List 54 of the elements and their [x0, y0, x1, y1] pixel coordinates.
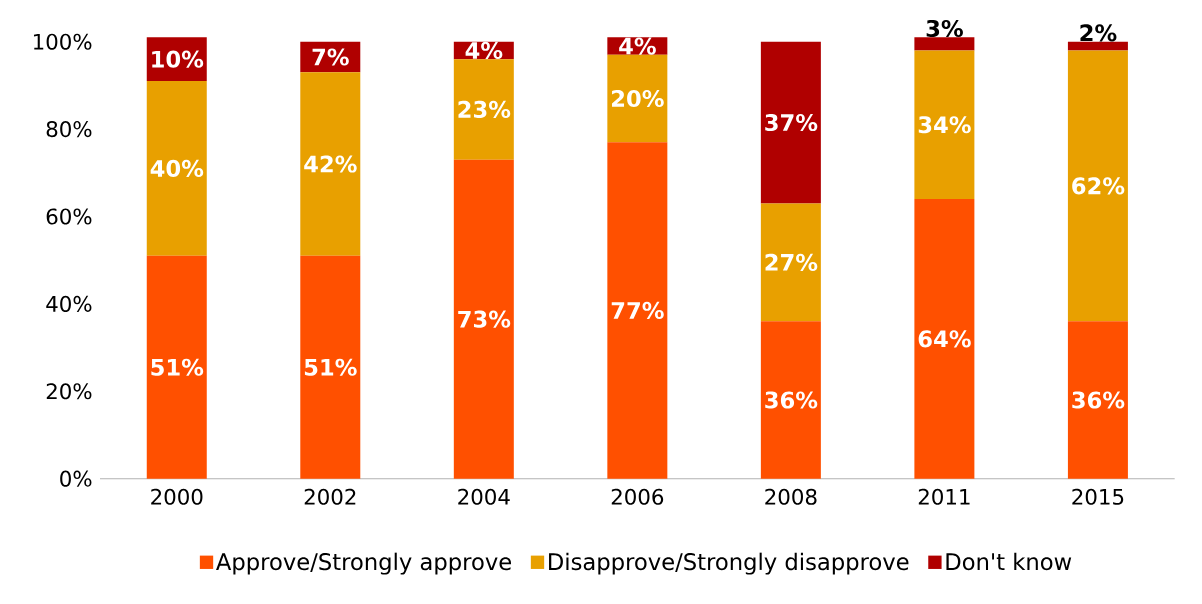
data-label: 37%	[765, 113, 818, 132]
data-label: 20%	[612, 89, 664, 108]
bar	[146, 255, 207, 479]
x-tick-label: 2002	[304, 488, 356, 505]
y-tick-label: 20%	[46, 383, 92, 400]
bar	[607, 54, 668, 143]
bar	[760, 321, 821, 479]
data-label: 42%	[304, 155, 357, 173]
y-tick-label: 80%	[46, 121, 92, 138]
bar	[607, 142, 668, 479]
data-label: 51%	[151, 358, 204, 376]
data-label: 4%	[619, 37, 656, 55]
data-label: 23%	[458, 100, 511, 118]
bar	[453, 59, 514, 160]
data-label: 34%	[918, 116, 971, 134]
x-tick-label: 2004	[458, 488, 510, 505]
legend-label: Don't know	[946, 552, 1072, 571]
bar	[914, 37, 975, 51]
data-label: 36%	[765, 391, 818, 409]
data-label: 51%	[304, 358, 357, 376]
data-label: 3%	[926, 19, 963, 38]
data-label: 7%	[312, 48, 349, 66]
bar	[1067, 41, 1128, 51]
y-tick-label: 100%	[33, 33, 92, 50]
legend-label: Disapprove/Strongly disapprove	[549, 552, 909, 575]
bar	[300, 72, 361, 256]
bar	[760, 203, 821, 322]
data-label: 2%	[1080, 24, 1117, 42]
x-tick-label: 2011	[918, 488, 970, 505]
y-tick-label: 60%	[46, 208, 92, 225]
bar	[914, 50, 975, 200]
bar	[453, 159, 514, 479]
bar	[300, 255, 361, 479]
data-label: 73%	[458, 310, 511, 328]
data-label: 36%	[1072, 391, 1125, 409]
x-tick-label: 2006	[611, 488, 664, 505]
bar	[1067, 50, 1128, 322]
legend-label: Approve/Strongly approve	[216, 552, 512, 575]
data-label: 77%	[611, 301, 664, 319]
y-tick-label: 0%	[60, 470, 92, 487]
bar	[760, 41, 821, 204]
data-label: 4%	[465, 41, 503, 59]
data-label: 10%	[152, 50, 204, 68]
bar	[914, 199, 975, 479]
bar	[146, 81, 207, 256]
data-label: 64%	[918, 330, 971, 348]
data-label: 27%	[765, 253, 818, 271]
data-label: 62%	[1072, 177, 1125, 195]
y-tick-label: 40%	[46, 295, 92, 312]
x-tick-label: 2008	[765, 488, 817, 505]
data-label: 40%	[150, 159, 204, 177]
x-tick-label: 2015	[1072, 488, 1124, 505]
bar	[1067, 321, 1128, 479]
x-tick-label: 2000	[151, 488, 203, 505]
